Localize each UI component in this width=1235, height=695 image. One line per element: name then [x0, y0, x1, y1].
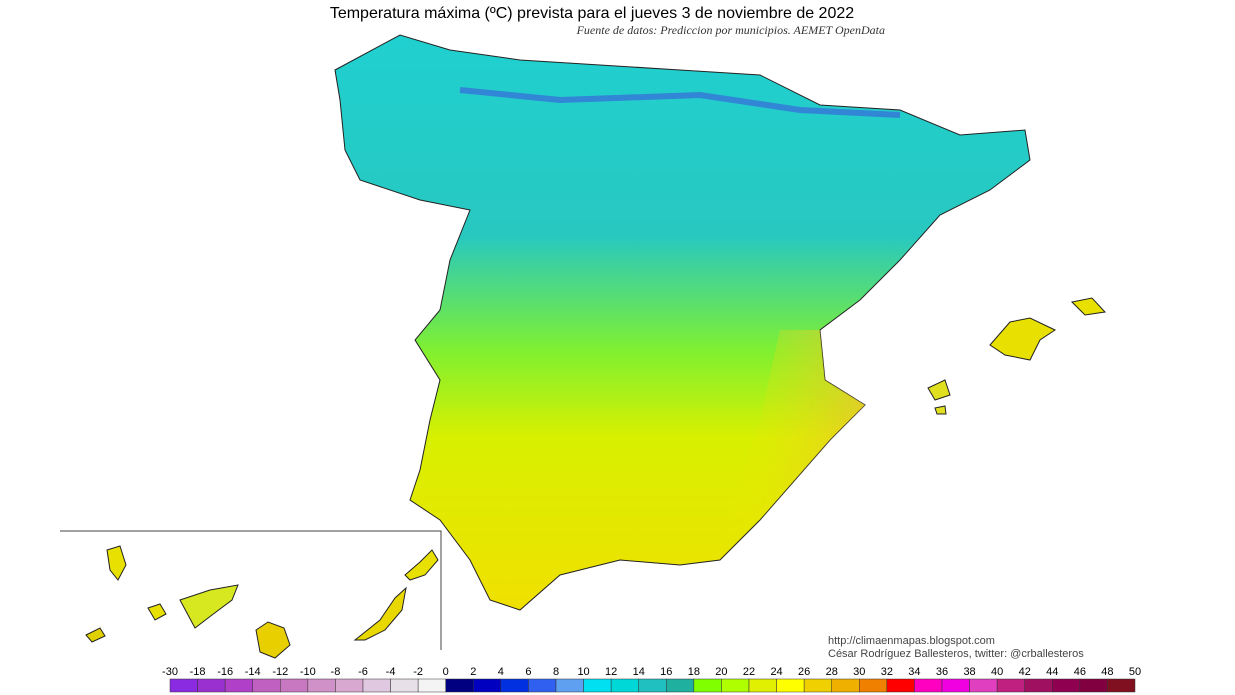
subtitle: Fuente de datos: Prediccion por municipi…: [576, 23, 885, 37]
color-bin: [362, 678, 391, 693]
color-bin: [583, 678, 612, 693]
color-bin: [996, 678, 1025, 693]
peninsula: [334, 34, 1031, 611]
color-bin: [417, 678, 446, 693]
scale-label: -18: [190, 666, 206, 678]
scale-label: -10: [300, 666, 316, 678]
color-bin: [831, 678, 860, 693]
color-bin: [1079, 678, 1108, 693]
credit: http://climaenmapas.blogspot.com: [828, 635, 995, 647]
scale-label: 46: [1074, 666, 1086, 678]
color-bin: [638, 678, 667, 693]
color-bin: [914, 678, 943, 693]
scale-label: 8: [553, 666, 559, 678]
credit: César Rodríguez Ballesteros, twitter: @c…: [828, 648, 1084, 660]
scale-label: 34: [908, 666, 920, 678]
scale-label: 4: [498, 666, 504, 678]
color-bin: [169, 678, 198, 693]
color-bin: [886, 678, 915, 693]
color-bin: [1052, 678, 1081, 693]
scale-label: 32: [881, 666, 893, 678]
color-bin: [280, 678, 309, 693]
color-bin: [941, 678, 970, 693]
color-bin: [748, 678, 777, 693]
scale-label: 36: [936, 666, 948, 678]
scale-label: 2: [470, 666, 476, 678]
color-bin: [197, 678, 226, 693]
color-bin: [335, 678, 364, 693]
scale-label: 50: [1129, 666, 1141, 678]
color-bin: [252, 678, 281, 693]
title: Temperatura máxima (ºC) prevista para el…: [330, 5, 854, 22]
scale-label: -2: [413, 666, 423, 678]
color-bin: [859, 678, 888, 693]
color-bin: [803, 678, 832, 693]
color-bin: [224, 678, 253, 693]
canary-islands-inset: [60, 530, 442, 659]
scale-label: -6: [358, 666, 368, 678]
scale-label: -8: [331, 666, 341, 678]
color-bin: [555, 678, 584, 693]
color-bin: [500, 678, 529, 693]
scale-label: 40: [991, 666, 1003, 678]
scale-label: 26: [798, 666, 810, 678]
scale-label: 30: [853, 666, 865, 678]
scale-label: 44: [1046, 666, 1058, 678]
color-bin: [473, 678, 502, 693]
color-bin: [666, 678, 695, 693]
scale-label: 14: [633, 666, 645, 678]
scale-label: -30: [162, 666, 178, 678]
color-bin: [776, 678, 805, 693]
scale-label: -14: [245, 666, 261, 678]
color-bin: [721, 678, 750, 693]
color-bin: [445, 678, 474, 693]
color-scale: -30 -18 -16 -14 -12 -10 -8 -6 -4 -2 0 2 4 6 8 10 12 14 16 1…: [162, 666, 1141, 693]
scale-label: 20: [715, 666, 727, 678]
scale-label: 16: [660, 666, 672, 678]
scale-label: 12: [605, 666, 617, 678]
scale-label: 28: [826, 666, 838, 678]
scale-label: -12: [272, 666, 288, 678]
scale-label: 42: [1019, 666, 1031, 678]
scale-label: 0: [443, 666, 449, 678]
scale-label: 18: [688, 666, 700, 678]
scale-label: -16: [217, 666, 233, 678]
color-bin: [390, 678, 419, 693]
color-bin: [1024, 678, 1053, 693]
scale-label: 10: [577, 666, 589, 678]
color-bin: [307, 678, 336, 693]
color-bin: [1107, 678, 1136, 693]
color-bin: [528, 678, 557, 693]
balearic-islands: [927, 297, 1107, 415]
color-bin: [693, 678, 722, 693]
scale-label: 24: [770, 666, 782, 678]
color-bin: [610, 678, 639, 693]
color-bin: [969, 678, 998, 693]
scale-label: -4: [386, 666, 396, 678]
scale-label: 38: [963, 666, 975, 678]
scale-label: 6: [525, 666, 531, 678]
scale-label: 22: [743, 666, 755, 678]
scale-label: 48: [1101, 666, 1113, 678]
